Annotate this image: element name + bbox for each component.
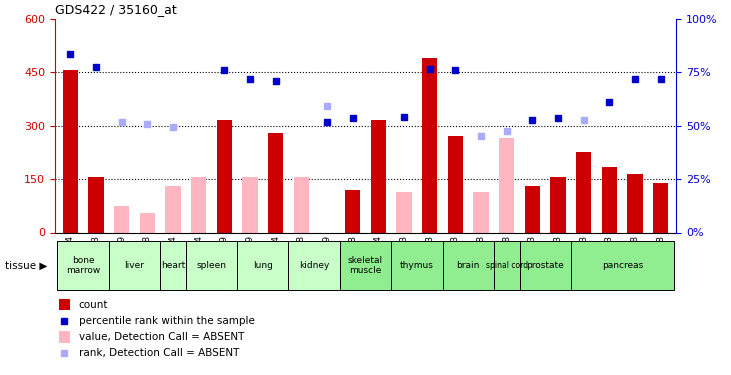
Bar xyxy=(59,299,70,310)
Text: spleen: spleen xyxy=(197,261,227,270)
FancyBboxPatch shape xyxy=(58,241,109,290)
Text: GDS422 / 35160_at: GDS422 / 35160_at xyxy=(55,3,177,16)
Text: kidney: kidney xyxy=(299,261,330,270)
Bar xyxy=(602,166,617,232)
Bar xyxy=(525,186,540,232)
Bar xyxy=(627,174,643,232)
Bar xyxy=(422,58,437,232)
Text: prostate: prostate xyxy=(526,261,564,270)
FancyBboxPatch shape xyxy=(109,241,160,290)
Text: heart: heart xyxy=(161,261,185,270)
Bar xyxy=(499,138,515,232)
Text: pancreas: pancreas xyxy=(602,261,643,270)
Text: rank, Detection Call = ABSENT: rank, Detection Call = ABSENT xyxy=(79,348,239,358)
FancyBboxPatch shape xyxy=(237,241,289,290)
Bar xyxy=(63,70,78,232)
Bar xyxy=(447,136,463,232)
Bar xyxy=(191,177,206,232)
Bar xyxy=(88,177,104,232)
Bar xyxy=(59,331,70,343)
Bar xyxy=(653,183,668,232)
Text: thymus: thymus xyxy=(400,261,433,270)
FancyBboxPatch shape xyxy=(571,241,673,290)
Bar xyxy=(396,192,412,232)
Bar xyxy=(576,152,591,232)
Text: value, Detection Call = ABSENT: value, Detection Call = ABSENT xyxy=(79,332,244,342)
Text: count: count xyxy=(79,300,108,309)
Bar xyxy=(114,206,129,232)
Text: tissue ▶: tissue ▶ xyxy=(5,260,48,270)
FancyBboxPatch shape xyxy=(391,241,442,290)
Text: percentile rank within the sample: percentile rank within the sample xyxy=(79,316,254,326)
Bar xyxy=(140,213,155,232)
FancyBboxPatch shape xyxy=(494,241,520,290)
Bar xyxy=(371,120,386,232)
Bar xyxy=(550,177,566,232)
Bar xyxy=(345,190,360,232)
Bar xyxy=(242,177,257,232)
Text: brain: brain xyxy=(457,261,480,270)
Bar xyxy=(165,186,181,232)
Text: skeletal
muscle: skeletal muscle xyxy=(348,256,383,275)
Bar xyxy=(268,133,284,232)
Text: spinal cord: spinal cord xyxy=(485,261,528,270)
Bar xyxy=(216,120,232,232)
Text: lung: lung xyxy=(253,261,273,270)
FancyBboxPatch shape xyxy=(520,241,571,290)
Text: bone
marrow: bone marrow xyxy=(66,256,100,275)
Bar xyxy=(474,192,489,232)
Text: liver: liver xyxy=(124,261,145,270)
FancyBboxPatch shape xyxy=(186,241,237,290)
FancyBboxPatch shape xyxy=(442,241,494,290)
Bar xyxy=(294,177,309,232)
FancyBboxPatch shape xyxy=(160,241,186,290)
FancyBboxPatch shape xyxy=(340,241,391,290)
FancyBboxPatch shape xyxy=(289,241,340,290)
